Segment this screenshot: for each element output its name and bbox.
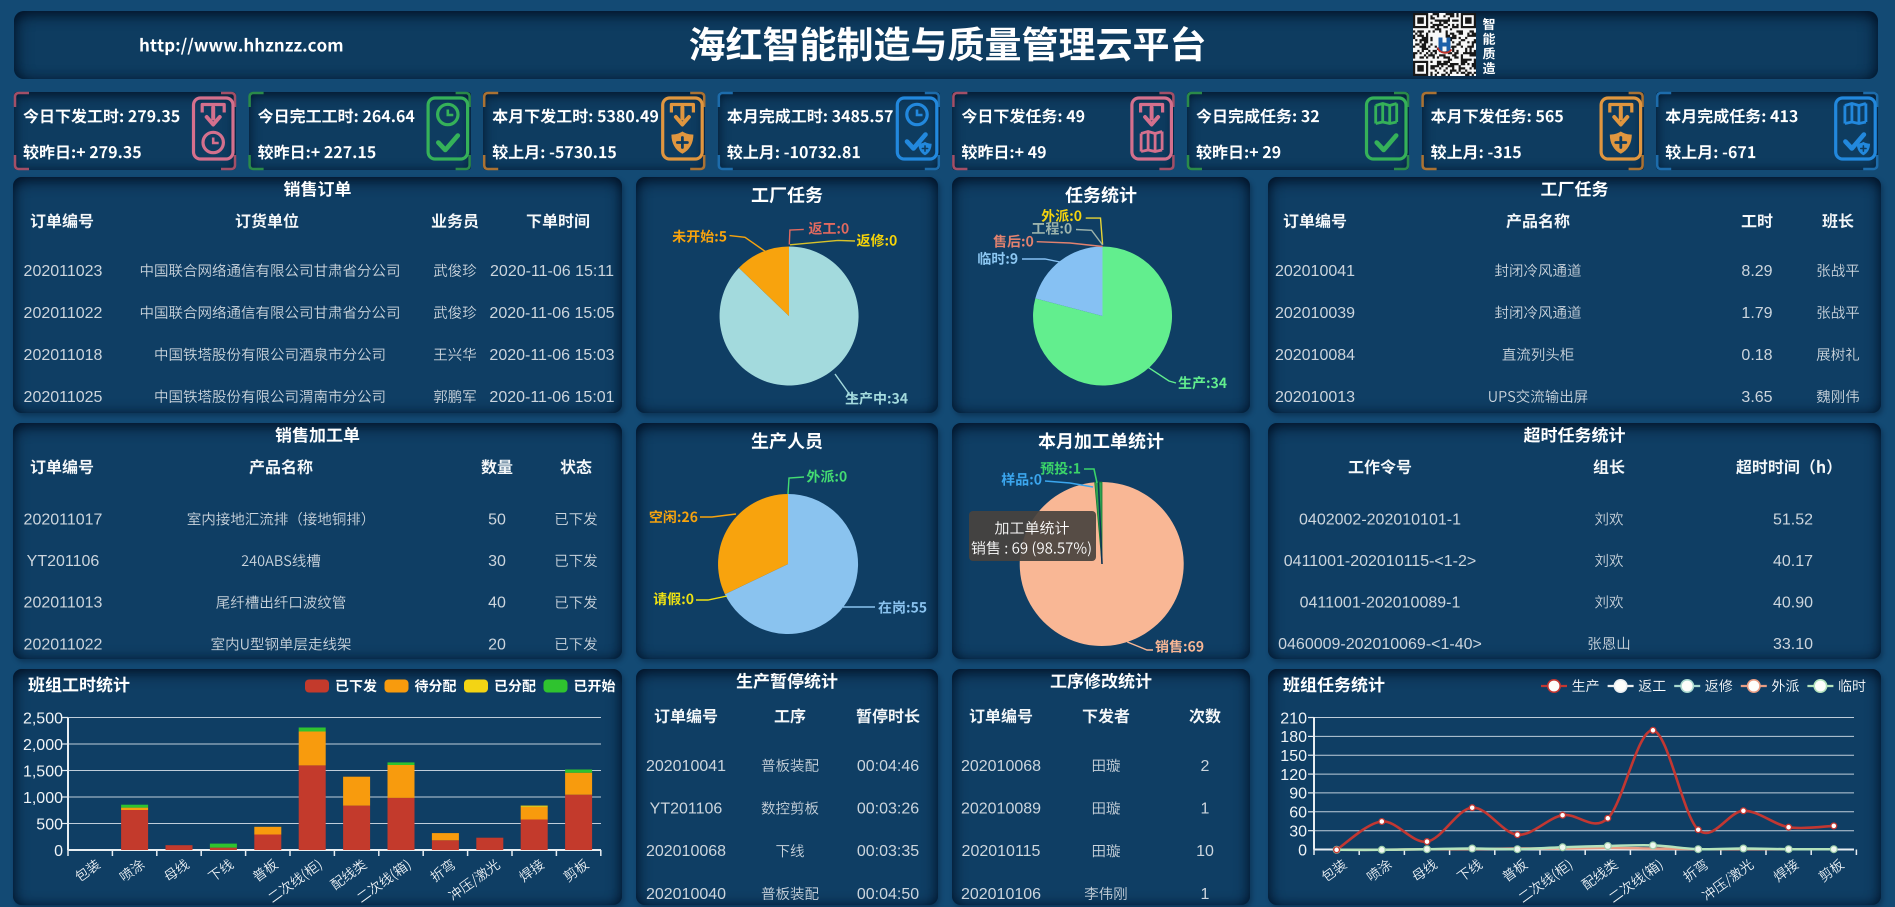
svg-text:0411001-202010089-1: 0411001-202010089-1 (1300, 594, 1461, 611)
svg-text:1: 1 (1201, 801, 1210, 818)
svg-text:1,500: 1,500 (23, 763, 63, 780)
svg-text:202011017: 202011017 (24, 511, 103, 528)
svg-text:10: 10 (1196, 843, 1214, 860)
svg-text:40: 40 (488, 595, 506, 612)
svg-text:2020-11-06 15:03: 2020-11-06 15:03 (489, 347, 614, 364)
svg-text:51.52: 51.52 (1773, 511, 1813, 528)
svg-text:2020-11-06 15:01: 2020-11-06 15:01 (489, 389, 614, 406)
svg-text:202010115: 202010115 (962, 843, 1041, 860)
svg-text:60: 60 (1289, 805, 1307, 822)
svg-text:202011013: 202011013 (24, 595, 103, 612)
svg-text:40.17: 40.17 (1773, 553, 1813, 570)
svg-text:202010041: 202010041 (1275, 263, 1355, 280)
svg-text:180: 180 (1280, 729, 1307, 746)
svg-text:0.18: 0.18 (1741, 347, 1772, 364)
svg-text:33.10: 33.10 (1773, 636, 1813, 653)
svg-text:2,500: 2,500 (23, 710, 63, 727)
svg-text:202010039: 202010039 (1275, 305, 1355, 322)
svg-text:202010068: 202010068 (961, 758, 1041, 775)
svg-text:202011025: 202011025 (24, 389, 103, 406)
svg-text:202010084: 202010084 (1275, 347, 1355, 364)
svg-text:90: 90 (1289, 786, 1307, 803)
svg-text:150: 150 (1280, 748, 1307, 765)
svg-text:202011023: 202011023 (24, 263, 103, 280)
svg-text:00:04:46: 00:04:46 (857, 758, 919, 775)
svg-text:2: 2 (1201, 758, 1210, 775)
svg-text:1,000: 1,000 (23, 790, 63, 807)
svg-text:202010041: 202010041 (646, 758, 726, 775)
svg-text:YT201106: YT201106 (27, 553, 100, 570)
svg-text:00:03:35: 00:03:35 (857, 843, 919, 860)
svg-text:202010040: 202010040 (646, 886, 726, 903)
svg-text:2020-11-06 15:11: 2020-11-06 15:11 (490, 263, 614, 280)
svg-text:3.65: 3.65 (1741, 389, 1772, 406)
svg-text:202010106: 202010106 (961, 886, 1041, 903)
svg-text:202011022: 202011022 (24, 636, 103, 653)
svg-text:YT201106: YT201106 (650, 801, 723, 818)
svg-text:00:03:26: 00:03:26 (857, 801, 919, 818)
svg-text:30: 30 (1289, 824, 1307, 841)
svg-text:2020-11-06 15:05: 2020-11-06 15:05 (489, 305, 614, 322)
svg-text:1: 1 (1201, 886, 1210, 903)
svg-text:202011018: 202011018 (24, 347, 103, 364)
svg-text:20: 20 (488, 636, 506, 653)
svg-text:0460009-202010069-<1-40>: 0460009-202010069-<1-40> (1278, 636, 1482, 653)
svg-text:2,000: 2,000 (23, 737, 63, 754)
svg-text:0: 0 (54, 843, 63, 860)
svg-text:40.90: 40.90 (1773, 594, 1813, 611)
svg-text:30: 30 (488, 553, 506, 570)
svg-text:202010068: 202010068 (646, 843, 726, 860)
svg-text:0411001-202010115-<1-2>: 0411001-202010115-<1-2> (1284, 553, 1476, 570)
svg-text:210: 210 (1280, 710, 1307, 727)
svg-text:202010089: 202010089 (961, 801, 1041, 818)
svg-text:00:04:50: 00:04:50 (857, 886, 919, 903)
svg-text:0: 0 (1298, 842, 1307, 859)
svg-text:8.29: 8.29 (1741, 263, 1772, 280)
svg-text:50: 50 (488, 511, 506, 528)
svg-text:202011022: 202011022 (24, 305, 103, 322)
svg-text:0402002-202010101-1: 0402002-202010101-1 (1299, 511, 1461, 528)
svg-text:120: 120 (1280, 767, 1307, 784)
svg-text:202010013: 202010013 (1275, 389, 1355, 406)
svg-text:500: 500 (36, 816, 63, 833)
svg-text:1.79: 1.79 (1741, 305, 1772, 322)
